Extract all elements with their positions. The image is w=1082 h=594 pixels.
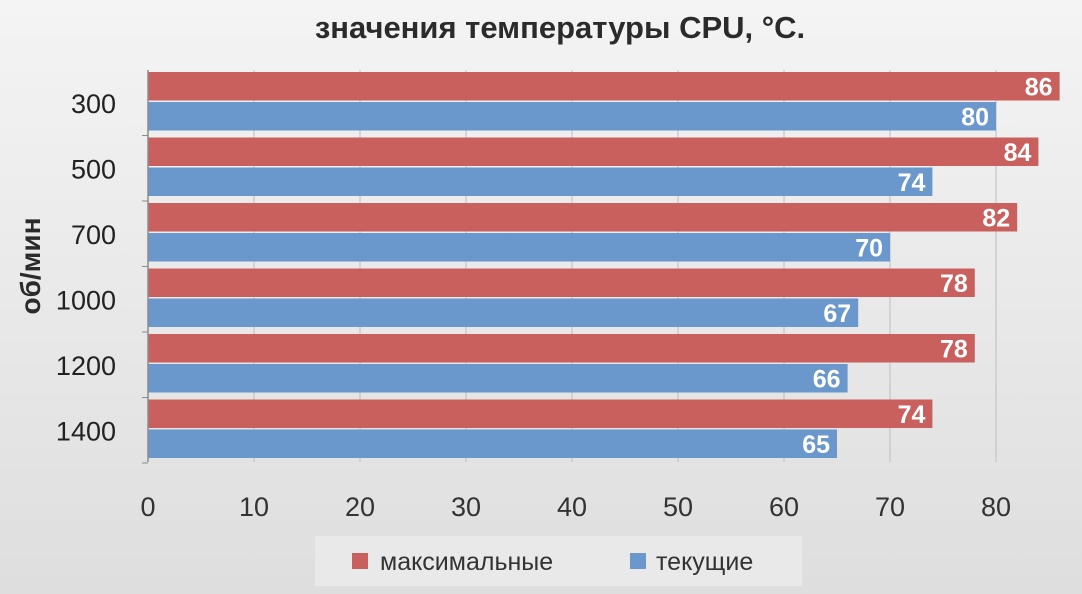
bars: 86 80 84 74 82 70 78 67 78 66 74 65 <box>148 72 1060 459</box>
bar <box>148 298 859 327</box>
y-tick-label: 700 <box>71 220 116 250</box>
legend-label: текущие <box>656 548 753 576</box>
x-tick-label: 50 <box>663 492 693 522</box>
legend: максимальные текущие <box>315 536 802 586</box>
data-label: 80 <box>961 103 989 131</box>
x-tick-label: 10 <box>239 492 269 522</box>
bar <box>148 399 933 428</box>
axes: 0 10 20 30 40 50 60 70 80 300 500 700 1000 1200 1400 <box>56 70 1011 522</box>
bar <box>148 364 848 393</box>
x-tick-label: 70 <box>875 492 905 522</box>
x-tick-label: 40 <box>557 492 587 522</box>
data-label: 66 <box>813 365 841 393</box>
y-tick-label: 1400 <box>56 416 116 446</box>
x-tick-label: 30 <box>451 492 481 522</box>
bar <box>148 334 975 363</box>
bar <box>148 72 1060 101</box>
legend-background <box>315 536 802 586</box>
gridlines <box>253 70 997 462</box>
data-label: 74 <box>898 169 926 197</box>
data-label: 74 <box>898 401 926 429</box>
data-label: 86 <box>1025 73 1053 101</box>
data-label: 70 <box>855 234 883 262</box>
x-tick-label: 20 <box>345 492 375 522</box>
x-tick-label: 60 <box>769 492 799 522</box>
data-label: 82 <box>982 204 1010 232</box>
data-label: 78 <box>940 270 968 298</box>
x-tick-label: 0 <box>140 492 155 522</box>
y-tick-label: 300 <box>71 89 116 119</box>
bar <box>148 268 975 297</box>
data-label: 67 <box>823 300 851 328</box>
y-tick-label: 1200 <box>56 351 116 381</box>
legend-swatch <box>630 553 646 569</box>
bar <box>148 429 837 458</box>
bar <box>148 203 1018 232</box>
y-tick-label: 1000 <box>56 285 116 315</box>
bar <box>148 137 1039 166</box>
bar <box>148 167 933 196</box>
bar <box>148 233 890 262</box>
legend-label: максимальные <box>380 548 553 576</box>
chart-title: значения температуры CPU, °C. <box>315 10 805 45</box>
data-label: 84 <box>1004 139 1032 167</box>
legend-swatch <box>352 553 368 569</box>
x-tick-label: 80 <box>981 492 1011 522</box>
data-label: 65 <box>802 431 830 459</box>
data-label: 78 <box>940 335 968 363</box>
y-axis-label: об/мин <box>15 217 46 314</box>
y-tick-label: 500 <box>71 154 116 184</box>
bar <box>148 102 996 131</box>
